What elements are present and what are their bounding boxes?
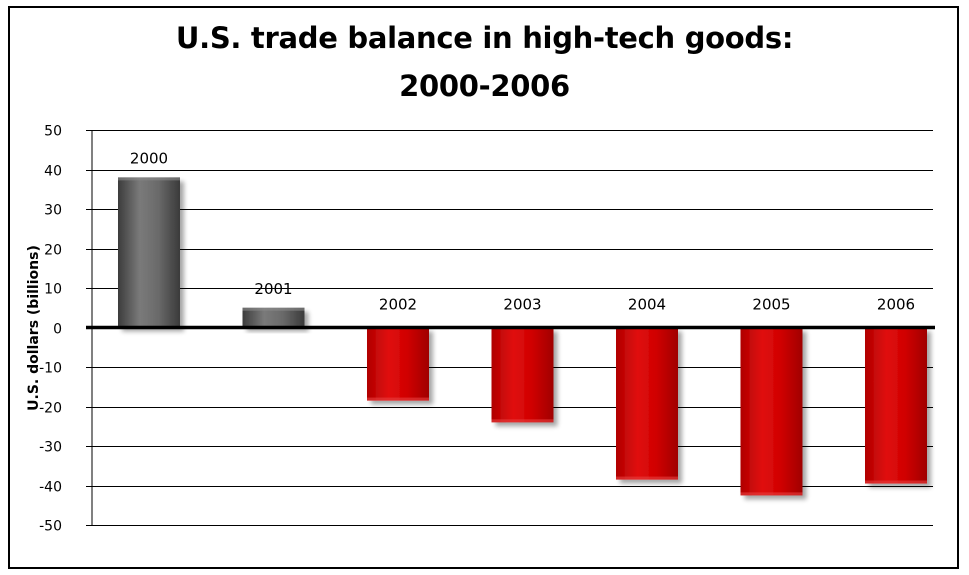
- bar-cap: [616, 476, 678, 480]
- bars: [118, 177, 927, 496]
- bar-cap: [242, 307, 305, 311]
- y-tick-label: -10: [39, 361, 62, 377]
- bar-2003: [491, 327, 554, 423]
- y-tick-label: -20: [39, 401, 62, 417]
- bar-2000: [118, 177, 180, 328]
- y-axis-ticks: 50 40 30 20 10 0 -10 -20 -30 -40 -50: [39, 124, 62, 535]
- y-tick-label: 40: [44, 164, 62, 180]
- bar-cap: [367, 397, 429, 401]
- bar-cap: [118, 177, 180, 181]
- y-tick-label: 30: [44, 203, 62, 219]
- y-tick-label: -40: [39, 480, 62, 496]
- bar-2006: [865, 327, 927, 484]
- bar-2004: [616, 327, 678, 480]
- chart-title: U.S. trade balance in high-tech goods: 2…: [0, 14, 969, 110]
- bar-cap: [865, 480, 927, 484]
- category-label: 2003: [503, 296, 541, 314]
- y-tick-label: 0: [53, 322, 62, 338]
- y-tick-label: -30: [39, 440, 62, 456]
- bar-cap: [491, 419, 554, 423]
- chart-title-line-2: 2000-2006: [399, 69, 570, 103]
- bar-2005: [740, 327, 803, 496]
- data-labels: 2000 2001 2002 2003 2004 2005 2006: [130, 149, 915, 313]
- y-tick-label: 10: [44, 282, 62, 298]
- category-label: 2004: [628, 296, 666, 314]
- bar-2002: [367, 327, 429, 401]
- category-label: 2001: [254, 280, 292, 298]
- category-label: 2000: [130, 149, 168, 167]
- y-axis-title: U.S. dollars (billions): [26, 245, 42, 411]
- y-tick-label: -50: [39, 519, 62, 535]
- bar-2001: [242, 307, 305, 328]
- category-label: 2006: [877, 296, 915, 314]
- bar-cap: [740, 492, 803, 496]
- category-label: 2005: [752, 296, 790, 314]
- chart-title-line-1: U.S. trade balance in high-tech goods:: [175, 21, 794, 55]
- y-tick-label: 20: [44, 243, 62, 259]
- y-tick-label: 50: [44, 124, 62, 140]
- category-label: 2002: [379, 296, 417, 314]
